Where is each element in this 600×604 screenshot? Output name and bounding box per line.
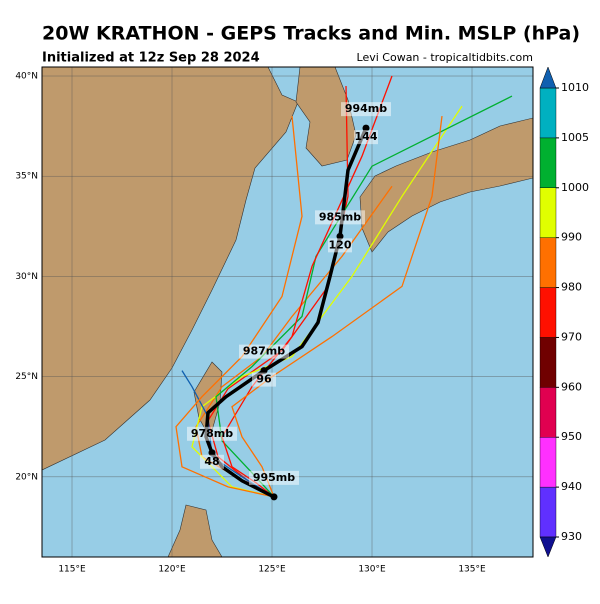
colorbar: 930 940 950 960 970 980 990 1000 1005 1010 <box>539 66 589 558</box>
pressure-label: 978mb <box>191 427 233 440</box>
track-point <box>336 232 344 240</box>
lon-label: 135°E <box>458 565 486 575</box>
track-point <box>270 493 278 501</box>
lat-label: 35°N <box>15 172 38 182</box>
lat-label: 20°N <box>15 472 38 482</box>
label-bg <box>239 344 289 359</box>
japan <box>359 117 533 253</box>
tracks: 995mb 978mb 48 987mb 96 985mb 120 994mb 144 <box>175 75 513 501</box>
credit: Levi Cowan - tropicaltidbits.com <box>357 51 533 64</box>
colorbar-bin <box>539 137 557 188</box>
hour-label: 120 <box>329 238 352 251</box>
colorbar-bin <box>539 337 557 388</box>
label-bg <box>187 426 237 441</box>
track-point <box>362 124 370 132</box>
colorbar-over <box>539 66 557 89</box>
colorbar-label: 990 <box>561 231 582 244</box>
label-bg <box>200 454 224 469</box>
member-track <box>175 116 303 498</box>
luzon <box>167 504 223 557</box>
colorbar-bin <box>539 287 557 338</box>
colorbar-bin <box>539 437 557 488</box>
lon-label: 115°E <box>58 565 86 575</box>
label-bg <box>354 130 378 145</box>
lat-label: 40°N <box>15 72 38 82</box>
label-bg <box>249 470 299 485</box>
track-point <box>260 367 268 375</box>
lon-label: 120°E <box>158 565 186 575</box>
map-frame <box>41 66 534 558</box>
colorbar-bin <box>539 87 557 139</box>
colorbar-label: 960 <box>561 380 582 393</box>
subtitle: Initialized at 12z Sep 28 2024 <box>42 51 260 66</box>
colorbar-label: 970 <box>561 330 582 343</box>
axis-labels: 115°E 120°E 125°E 130°E 135°E 20°N 25°N 30°N 35°… <box>15 72 486 575</box>
colorbar-bin <box>539 387 557 438</box>
map-area: 995mb 978mb 48 987mb 96 985mb 120 994mb 144 <box>42 67 533 557</box>
colorbar-label: 940 <box>561 480 582 493</box>
label-bg <box>252 372 276 387</box>
track-point <box>208 449 216 457</box>
colorbar-label: 1000 <box>561 181 589 194</box>
lon-label: 125°E <box>258 565 286 575</box>
mainland <box>42 67 299 471</box>
member-track <box>191 105 463 498</box>
label-bg <box>328 238 352 253</box>
lat-label: 30°N <box>15 272 38 282</box>
hour-label: 144 <box>355 130 378 143</box>
pressure-label: 995mb <box>253 471 295 484</box>
hour-label: 48 <box>204 455 219 468</box>
colorbar-bin <box>539 237 557 288</box>
pressure-label: 994mb <box>345 102 387 115</box>
colorbar-bin <box>539 486 557 538</box>
colorbar-label: 1010 <box>561 81 589 94</box>
member-track <box>215 95 513 498</box>
colorbar-label: 930 <box>561 530 582 543</box>
pressure-label: 985mb <box>319 210 361 223</box>
pressure-label: 987mb <box>243 345 285 358</box>
lon-label: 130°E <box>358 565 386 575</box>
colorbar-under <box>539 536 557 558</box>
lat-label: 25°N <box>15 372 38 382</box>
colorbar-label: 980 <box>561 281 582 294</box>
label-bg <box>341 102 391 117</box>
colorbar-bin <box>539 187 557 238</box>
title: 20W KRATHON - GEPS Tracks and Min. MSLP … <box>42 23 580 45</box>
label-bg <box>315 210 365 225</box>
hour-label: 96 <box>256 373 272 386</box>
colorbar-label: 950 <box>561 430 582 443</box>
colorbar-label: 1005 <box>561 131 589 144</box>
korea <box>295 67 357 167</box>
